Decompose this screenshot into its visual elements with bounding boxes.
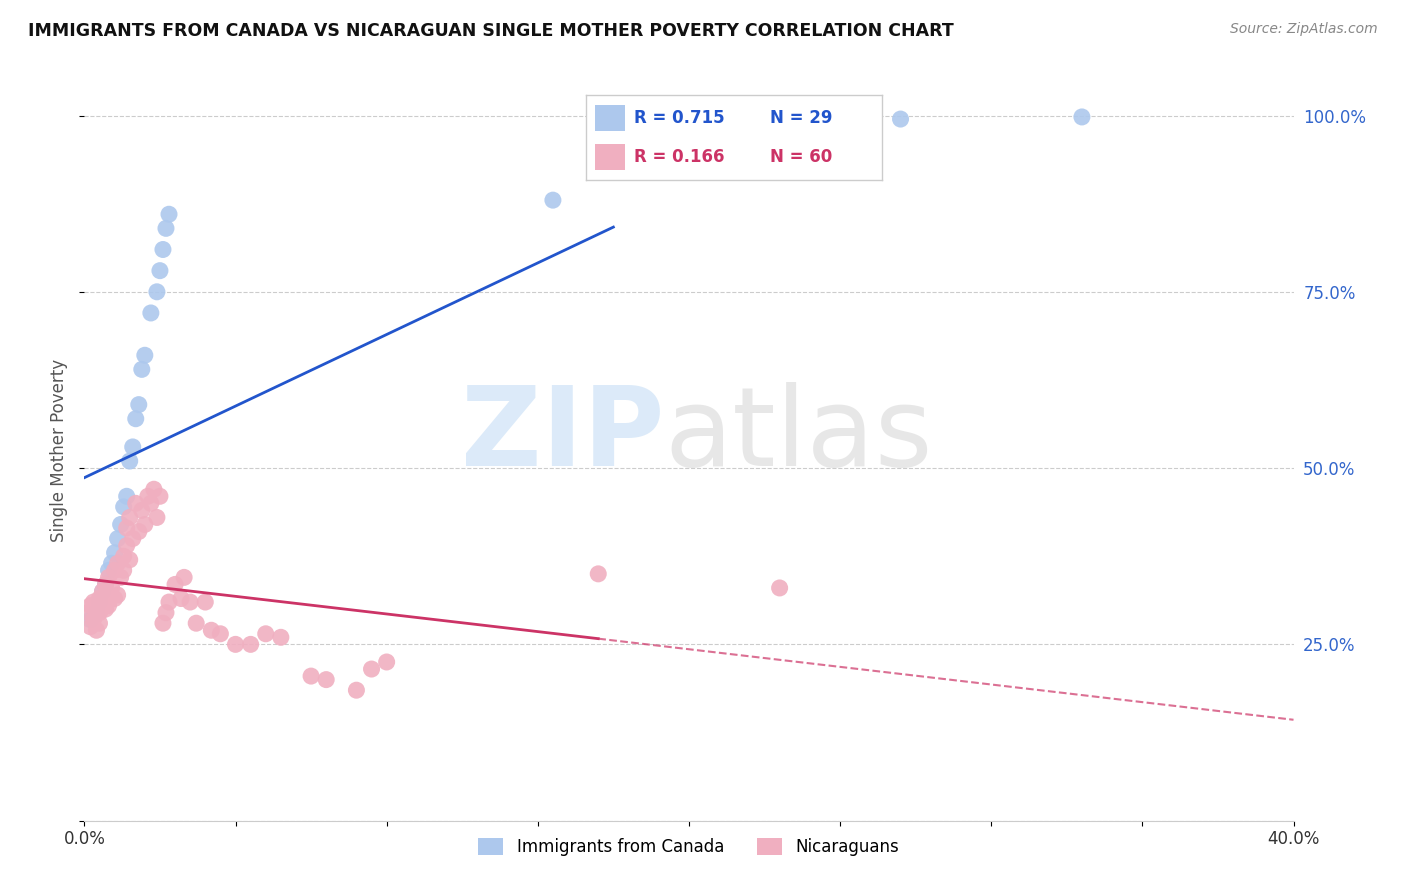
Point xyxy=(149,263,172,277)
Point xyxy=(157,207,180,221)
Point xyxy=(121,440,143,454)
Point xyxy=(104,591,127,606)
Y-axis label: Single Mother Poverty: Single Mother Poverty xyxy=(51,359,69,542)
Point xyxy=(375,655,398,669)
Point xyxy=(107,588,129,602)
Point xyxy=(89,616,111,631)
Point xyxy=(146,285,169,299)
Point xyxy=(152,616,174,631)
Point xyxy=(118,510,141,524)
Point xyxy=(107,556,129,570)
Point xyxy=(79,599,101,613)
Text: ZIP: ZIP xyxy=(461,382,665,489)
Point xyxy=(136,489,159,503)
Point xyxy=(541,193,564,207)
Legend: Immigrants from Canada, Nicaraguans: Immigrants from Canada, Nicaraguans xyxy=(470,830,908,864)
Point xyxy=(315,673,337,687)
Point xyxy=(82,595,104,609)
Point xyxy=(179,595,201,609)
Point xyxy=(110,517,132,532)
Point xyxy=(225,637,247,651)
Point xyxy=(588,566,610,581)
Point xyxy=(89,591,111,606)
Point xyxy=(194,595,217,609)
Point xyxy=(662,129,685,144)
Point xyxy=(152,243,174,257)
Point xyxy=(890,112,912,126)
Point xyxy=(91,584,114,599)
Point xyxy=(118,553,141,567)
Point xyxy=(82,613,104,627)
Point xyxy=(128,398,150,412)
Point xyxy=(125,411,148,425)
Point xyxy=(239,637,262,651)
Point xyxy=(186,616,208,631)
Point xyxy=(1071,110,1094,124)
Point xyxy=(110,570,132,584)
Point xyxy=(94,602,117,616)
Point xyxy=(97,563,120,577)
Point xyxy=(155,221,177,235)
Point xyxy=(76,606,98,620)
Point xyxy=(131,362,153,376)
Point xyxy=(299,669,322,683)
Point xyxy=(97,570,120,584)
Point xyxy=(134,348,156,362)
Point xyxy=(86,606,108,620)
Point xyxy=(100,581,122,595)
Point xyxy=(134,517,156,532)
Point xyxy=(155,606,177,620)
Point xyxy=(149,489,172,503)
Text: atlas: atlas xyxy=(665,382,934,489)
Point xyxy=(94,577,117,591)
Point xyxy=(115,489,138,503)
Point xyxy=(112,500,135,514)
Point xyxy=(112,549,135,564)
Point xyxy=(82,609,104,624)
Point xyxy=(360,662,382,676)
Point xyxy=(139,306,162,320)
Point xyxy=(769,581,792,595)
Point xyxy=(200,624,222,638)
Point xyxy=(165,577,187,591)
Point xyxy=(91,595,114,609)
Point xyxy=(346,683,368,698)
Point xyxy=(91,584,114,599)
Point xyxy=(104,546,127,560)
Point xyxy=(115,521,138,535)
Point xyxy=(89,595,111,609)
Point xyxy=(97,599,120,613)
Point xyxy=(121,532,143,546)
Point xyxy=(112,563,135,577)
Point xyxy=(107,532,129,546)
Point xyxy=(128,524,150,539)
Point xyxy=(270,630,292,644)
Point xyxy=(86,606,108,620)
Point xyxy=(209,627,232,641)
Point xyxy=(173,570,195,584)
Point xyxy=(79,613,101,627)
Text: IMMIGRANTS FROM CANADA VS NICARAGUAN SINGLE MOTHER POVERTY CORRELATION CHART: IMMIGRANTS FROM CANADA VS NICARAGUAN SIN… xyxy=(28,22,953,40)
Point xyxy=(146,510,169,524)
Point xyxy=(125,496,148,510)
Point xyxy=(86,624,108,638)
Point xyxy=(115,539,138,553)
Point xyxy=(118,454,141,468)
Point xyxy=(94,577,117,591)
Point xyxy=(254,627,277,641)
Point xyxy=(131,503,153,517)
Point xyxy=(89,606,111,620)
Point xyxy=(100,556,122,570)
Text: Source: ZipAtlas.com: Source: ZipAtlas.com xyxy=(1230,22,1378,37)
Point xyxy=(170,591,193,606)
Point xyxy=(142,482,165,496)
Point xyxy=(79,620,101,634)
Point xyxy=(104,563,127,577)
Point xyxy=(139,496,162,510)
Point xyxy=(157,595,180,609)
